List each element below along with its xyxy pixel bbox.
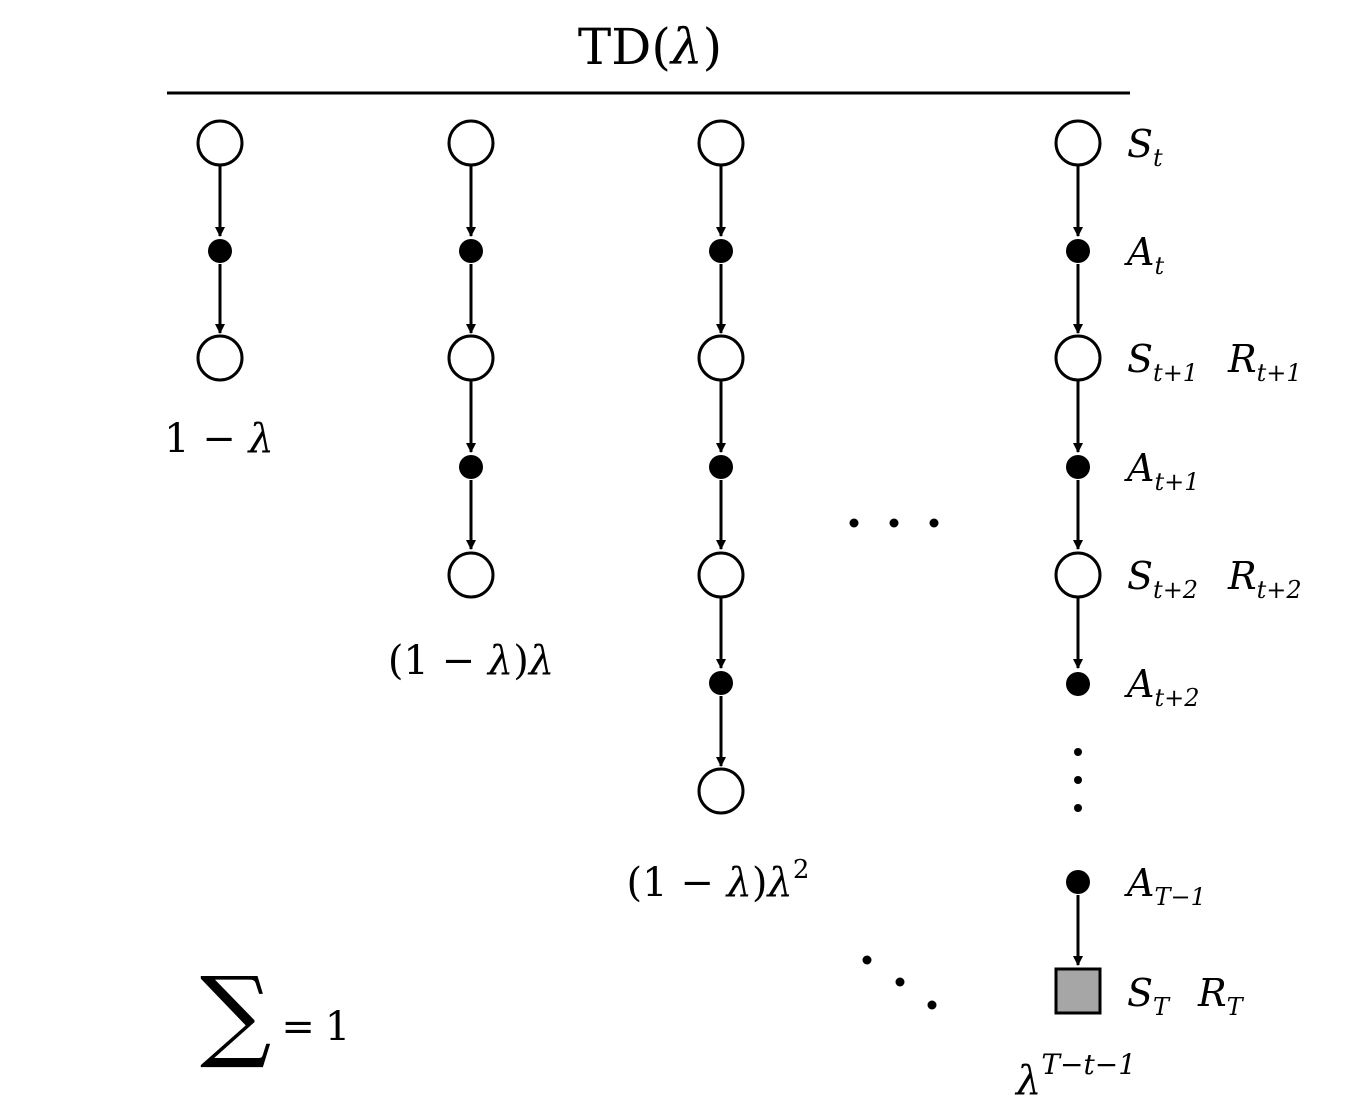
vertical-ellipsis-dot	[1074, 776, 1082, 784]
action-node	[459, 239, 483, 263]
state-node	[449, 553, 493, 597]
action-node	[709, 671, 733, 695]
weight-label-2: (1 − λ)λ	[388, 638, 554, 684]
label-s-t1: St+1	[1127, 337, 1198, 387]
label-a-T1: AT−1	[1124, 861, 1206, 911]
sum-equals-one: ∑ = 1	[200, 955, 350, 1072]
label-r-t1: Rt+1	[1227, 337, 1302, 387]
backup-column-2	[449, 121, 493, 597]
diagram-title: TD(λ)	[578, 18, 722, 76]
vertical-ellipsis-dot	[1074, 748, 1082, 756]
horizontal-ellipsis	[850, 519, 939, 528]
backup-column-3	[699, 121, 743, 813]
vertical-ellipsis-dot	[1074, 804, 1082, 812]
label-a-t: At	[1124, 230, 1164, 280]
state-node	[449, 121, 493, 165]
weight-label-3: (1 − λ)λ2	[627, 855, 810, 906]
label-r-T: RT	[1197, 971, 1245, 1021]
action-node	[709, 239, 733, 263]
backup-column-1	[198, 121, 242, 380]
weight-label-terminal: λT−t−1	[1014, 1048, 1136, 1104]
state-node	[699, 553, 743, 597]
state-node	[1056, 121, 1100, 165]
diagonal-ellipsis	[863, 956, 937, 1010]
state-node	[699, 336, 743, 380]
label-s-T: ST	[1127, 971, 1171, 1021]
state-node	[699, 769, 743, 813]
label-r-t2: Rt+2	[1227, 554, 1302, 604]
state-node	[699, 121, 743, 165]
label-s-t2: St+2	[1127, 554, 1198, 604]
action-node	[1066, 239, 1090, 263]
node-labels: St At St+1 Rt+1 At+1 St+2 Rt+2 At+2 AT−1…	[1124, 122, 1302, 1021]
action-node	[208, 239, 232, 263]
terminal-state-node	[1056, 969, 1100, 1013]
state-node	[1056, 553, 1100, 597]
state-node	[1056, 336, 1100, 380]
label-a-t2: At+2	[1124, 662, 1199, 712]
action-node	[1066, 455, 1090, 479]
state-node	[198, 121, 242, 165]
state-node	[198, 336, 242, 380]
backup-column-4	[1056, 121, 1100, 1013]
label-a-t1: At+1	[1124, 446, 1199, 496]
action-node	[709, 455, 733, 479]
state-node	[449, 336, 493, 380]
action-node	[1066, 672, 1090, 696]
action-node	[1066, 870, 1090, 894]
weight-label-1: 1 − λ	[164, 416, 274, 462]
action-node	[459, 455, 483, 479]
label-s-t: St	[1127, 122, 1163, 172]
